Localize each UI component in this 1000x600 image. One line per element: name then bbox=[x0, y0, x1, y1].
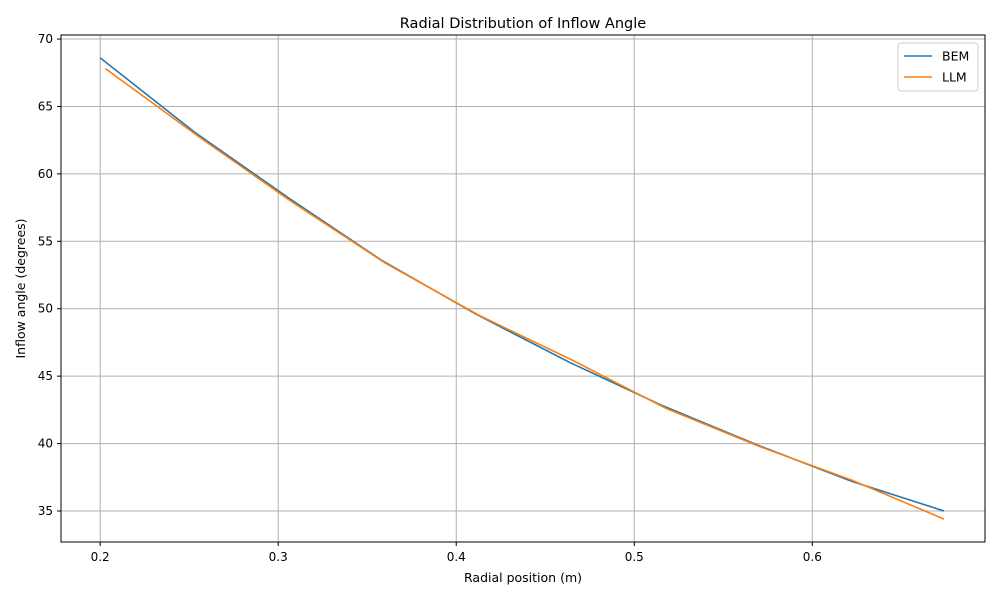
y-tick-label: 55 bbox=[38, 234, 53, 248]
y-tick-label: 70 bbox=[38, 32, 53, 46]
legend-box bbox=[897, 42, 979, 92]
y-tick-label: 50 bbox=[38, 302, 53, 316]
x-axis-label: Radial position (m) bbox=[464, 570, 582, 585]
y-tick-label: 60 bbox=[38, 167, 53, 181]
plot-frame bbox=[60, 34, 986, 543]
series-lines bbox=[99, 57, 945, 520]
x-tick-label: 0.5 bbox=[625, 550, 644, 564]
y-tick-label: 45 bbox=[38, 369, 53, 383]
y-tick-label: 40 bbox=[38, 437, 53, 451]
x-tick-label: 0.3 bbox=[269, 550, 288, 564]
legend-label-llm: LLM bbox=[942, 70, 967, 85]
axis-ticks: 0.2 0.3 0.4 0.5 0.6 35 40 45 50 55 60 65 70 bbox=[38, 32, 822, 564]
x-tick-label: 0.2 bbox=[91, 550, 110, 564]
x-tick-label: 0.6 bbox=[803, 550, 822, 564]
y-tick-label: 35 bbox=[38, 504, 53, 518]
chart-title: Radial Distribution of Inflow Angle bbox=[400, 16, 646, 32]
y-axis-label: Inflow angle (degrees) bbox=[13, 218, 28, 358]
legend: BEM LLM bbox=[897, 42, 979, 92]
legend-label-bem: BEM bbox=[942, 49, 969, 64]
grid bbox=[61, 35, 985, 542]
x-tick-label: 0.4 bbox=[447, 550, 466, 564]
y-tick-label: 65 bbox=[38, 99, 53, 113]
series-line-llm bbox=[105, 68, 945, 520]
